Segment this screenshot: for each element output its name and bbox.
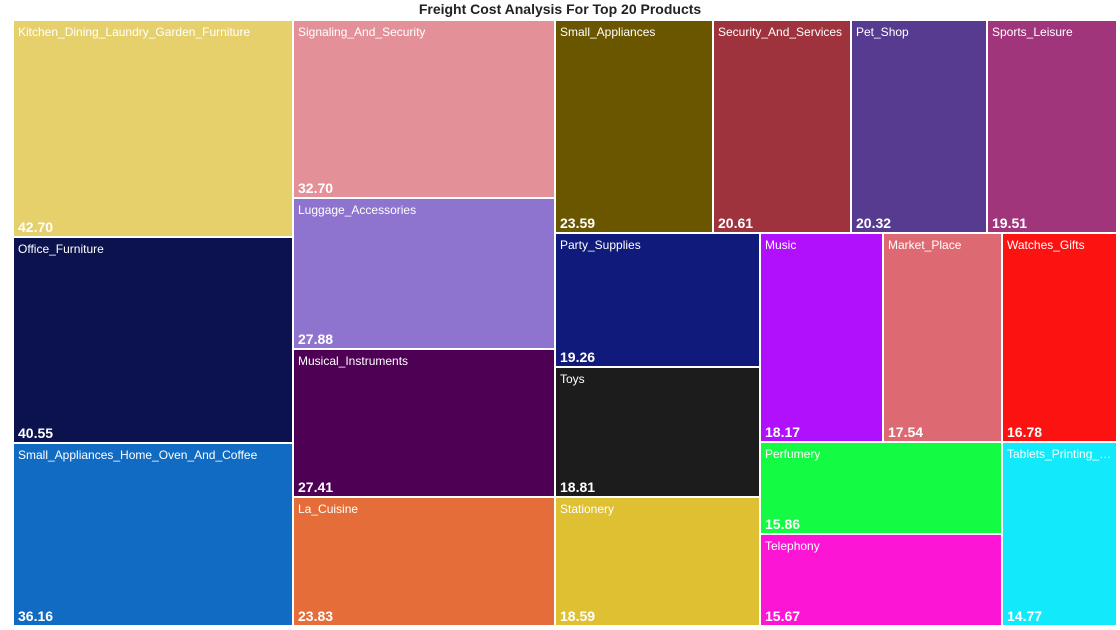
tile-label: Toys bbox=[560, 372, 585, 386]
tile-label: Small_Appliances bbox=[560, 25, 656, 39]
tile-label: Security_And_Services bbox=[718, 25, 843, 39]
tile-label: Music bbox=[765, 238, 797, 252]
tile-label: Signaling_And_Security bbox=[298, 25, 426, 39]
tile-value: 18.17 bbox=[765, 424, 801, 440]
tile-value: 27.88 bbox=[298, 331, 334, 347]
tile-value: 23.83 bbox=[298, 608, 334, 624]
treemap-tile[interactable]: Small_Appliances_Home_Oven_And_Coffee 36.… bbox=[13, 443, 293, 626]
tile-label: Kitchen_Dining_Laundry_Garden_Furniture bbox=[18, 25, 251, 39]
tile-value: 19.51 bbox=[992, 215, 1028, 231]
tile-value: 20.32 bbox=[856, 215, 892, 231]
treemap-tile[interactable]: Watches_Gifts 16.78 bbox=[1002, 233, 1117, 442]
treemap-tile[interactable]: Tablets_Printing_I... 14.77 bbox=[1002, 442, 1117, 626]
tile-value: 15.67 bbox=[765, 608, 801, 624]
chart-title: Freight Cost Analysis For Top 20 Product… bbox=[418, 1, 702, 17]
tile-label: Telephony bbox=[765, 539, 820, 553]
treemap-tile[interactable]: Sports_Leisure 19.51 bbox=[987, 20, 1117, 233]
tile-value: 18.81 bbox=[560, 479, 596, 495]
treemap-tile[interactable]: Signaling_And_Security 32.70 bbox=[293, 20, 555, 198]
tile-label: Office_Furniture bbox=[18, 242, 104, 256]
tile-value: 36.16 bbox=[18, 608, 54, 624]
tile-value: 42.70 bbox=[18, 219, 54, 235]
treemap-tile[interactable]: La_Cuisine 23.83 bbox=[293, 497, 555, 626]
tile-label: Stationery bbox=[560, 502, 615, 516]
tile-value: 18.59 bbox=[560, 608, 596, 624]
treemap-tile[interactable]: Perfumery 15.86 bbox=[760, 442, 1002, 534]
tile-value: 14.77 bbox=[1007, 608, 1043, 624]
tile-value: 19.26 bbox=[560, 349, 596, 365]
tile-label: La_Cuisine bbox=[298, 502, 359, 516]
tile-label: Musical_Instruments bbox=[298, 354, 409, 368]
tile-value: 40.55 bbox=[18, 425, 54, 441]
treemap-tile[interactable]: Small_Appliances 23.59 bbox=[555, 20, 713, 233]
treemap-tile[interactable]: Kitchen_Dining_Laundry_Garden_Furniture 4… bbox=[13, 20, 293, 237]
tile-value: 15.86 bbox=[765, 516, 801, 532]
treemap-tile[interactable]: Party_Supplies 19.26 bbox=[555, 233, 760, 367]
tile-label: Market_Place bbox=[888, 238, 962, 252]
tile-label: Luggage_Accessories bbox=[298, 203, 417, 217]
tile-value: 16.78 bbox=[1007, 424, 1043, 440]
tile-label: Tablets_Printing_I... bbox=[1007, 447, 1112, 461]
treemap-tile[interactable]: Stationery 18.59 bbox=[555, 497, 760, 626]
tile-value: 27.41 bbox=[298, 479, 334, 495]
treemap-tile[interactable]: Market_Place 17.54 bbox=[883, 233, 1002, 442]
tile-label: Sports_Leisure bbox=[992, 25, 1073, 39]
tile-value: 20.61 bbox=[718, 215, 754, 231]
tile-value: 32.70 bbox=[298, 180, 334, 196]
tile-label: Party_Supplies bbox=[560, 238, 641, 252]
tile-label: Small_Appliances_Home_Oven_And_Coffee bbox=[18, 448, 258, 462]
treemap-tile[interactable]: Security_And_Services 20.61 bbox=[713, 20, 851, 233]
treemap-tile[interactable]: Musical_Instruments 27.41 bbox=[293, 349, 555, 497]
treemap-tile[interactable]: Office_Furniture 40.55 bbox=[13, 237, 293, 443]
tile-value: 23.59 bbox=[560, 215, 596, 231]
treemap-tile[interactable]: Luggage_Accessories 27.88 bbox=[293, 198, 555, 349]
tile-label: Perfumery bbox=[765, 447, 821, 461]
treemap-tile[interactable]: Music 18.17 bbox=[760, 233, 883, 442]
treemap-tile[interactable]: Toys 18.81 bbox=[555, 367, 760, 497]
tile-value: 17.54 bbox=[888, 424, 924, 440]
tile-label: Watches_Gifts bbox=[1007, 238, 1085, 252]
treemap-tile[interactable]: Pet_Shop 20.32 bbox=[851, 20, 987, 233]
tile-label: Pet_Shop bbox=[856, 25, 909, 39]
treemap-tile[interactable]: Telephony 15.67 bbox=[760, 534, 1002, 626]
